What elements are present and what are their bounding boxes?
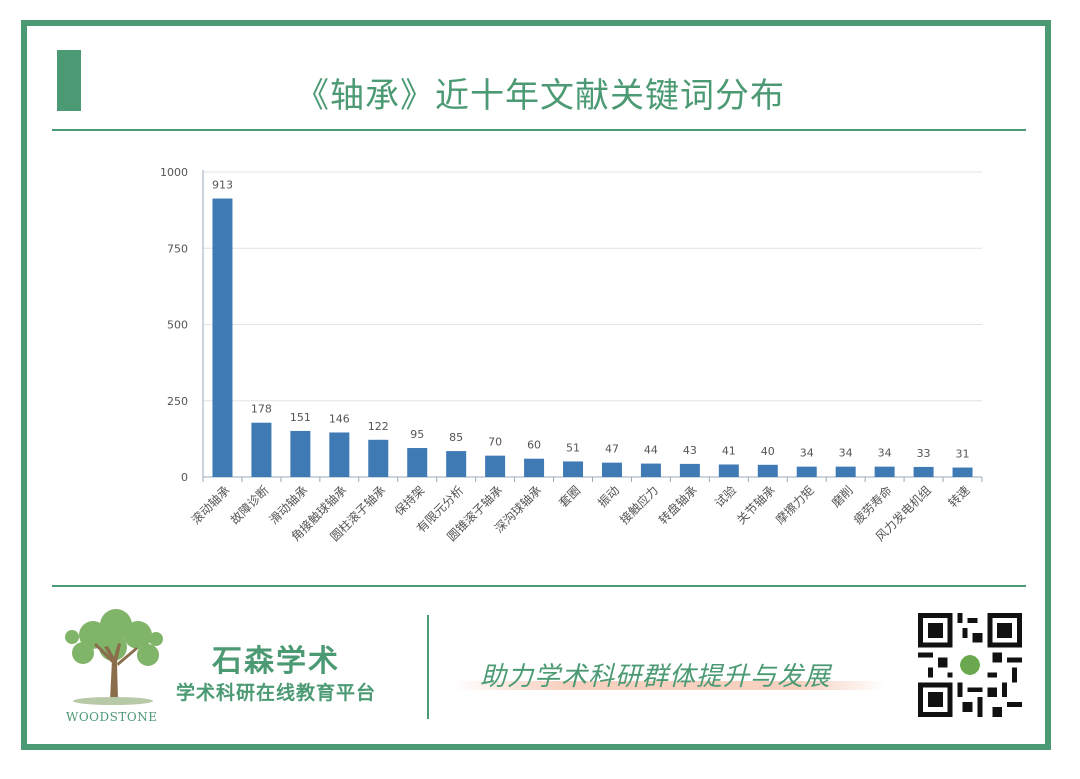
bar — [290, 430, 311, 477]
bar-value-label: 51 — [566, 441, 580, 454]
bar — [640, 463, 661, 477]
y-tick-label: 0 — [181, 471, 188, 484]
bar — [835, 466, 856, 477]
bar-value-label: 913 — [212, 179, 233, 192]
bar — [913, 466, 934, 477]
bar — [952, 467, 973, 477]
bar-value-label: 122 — [368, 420, 389, 433]
x-category-label: 套圈 — [556, 483, 583, 510]
bar — [329, 432, 350, 477]
bar-value-label: 146 — [329, 412, 350, 425]
bar — [601, 462, 622, 477]
bar-value-label: 41 — [722, 444, 736, 457]
bar-value-label: 34 — [878, 447, 892, 460]
bar-value-label: 31 — [956, 448, 970, 461]
x-category-label: 振动 — [595, 483, 622, 510]
slogan-highlight — [455, 681, 885, 690]
bar-value-label: 40 — [761, 445, 775, 458]
brand-name: 石森学术 — [212, 644, 340, 679]
x-category-label: 关节轴承 — [733, 483, 778, 528]
tree-logo-icon — [65, 609, 163, 705]
x-category-label: 转速 — [945, 483, 973, 511]
bar-value-label: 95 — [410, 428, 424, 441]
y-tick-label: 1000 — [160, 166, 188, 179]
page-frame — [21, 20, 1051, 750]
x-category-label: 故障诊断 — [227, 483, 272, 528]
y-tick-label: 500 — [167, 319, 188, 332]
brand-english: WOODSTONE — [66, 710, 158, 724]
bar-value-label: 44 — [644, 444, 658, 457]
y-tick-label: 250 — [167, 395, 188, 408]
bar-value-label: 70 — [488, 436, 502, 449]
qr-code-icon[interactable] — [918, 613, 1022, 717]
slogan: 助力学术科研群体提升与发展 — [480, 662, 832, 692]
bar — [757, 464, 778, 477]
bar — [796, 466, 817, 477]
bar-value-label: 178 — [251, 403, 272, 416]
bar-value-label: 47 — [605, 443, 619, 456]
x-category-label: 转盘轴承 — [655, 483, 700, 528]
bar — [212, 198, 233, 477]
brand-subtitle: 学术科研在线教育平台 — [176, 682, 377, 704]
bar — [718, 464, 739, 477]
bar-value-label: 43 — [683, 444, 697, 457]
bar — [368, 439, 389, 477]
bar-value-label: 34 — [839, 447, 853, 460]
bar — [446, 451, 467, 477]
keyword-bar-chart: 02505007501000913滚动轴承178故障诊断151滑动轴承146角接… — [160, 166, 983, 544]
bar — [679, 463, 700, 477]
footer-divider — [52, 585, 1026, 587]
bar — [485, 455, 506, 477]
bar — [874, 466, 895, 477]
bar-value-label: 85 — [449, 431, 463, 444]
bar-value-label: 151 — [290, 411, 311, 424]
title-divider — [52, 129, 1026, 131]
x-category-label: 滚动轴承 — [188, 483, 233, 528]
x-category-label: 接触应力 — [616, 483, 661, 528]
bar — [251, 422, 272, 477]
bar — [407, 448, 428, 477]
title-accent-bar — [57, 50, 81, 111]
bar-value-label: 34 — [800, 447, 814, 460]
x-category-label: 摩擦力矩 — [772, 483, 817, 528]
page-title: 《轴承》近十年文献关键词分布 — [295, 76, 785, 116]
x-category-label: 磨削 — [829, 483, 856, 510]
x-category-label: 试验 — [711, 483, 739, 511]
bar — [524, 458, 545, 477]
footer-separator — [427, 615, 429, 719]
bar-value-label: 33 — [917, 447, 931, 460]
x-category-label: 保持架 — [391, 483, 427, 519]
y-tick-label: 750 — [167, 242, 188, 255]
bar-value-label: 60 — [527, 439, 541, 452]
bar — [563, 461, 584, 477]
